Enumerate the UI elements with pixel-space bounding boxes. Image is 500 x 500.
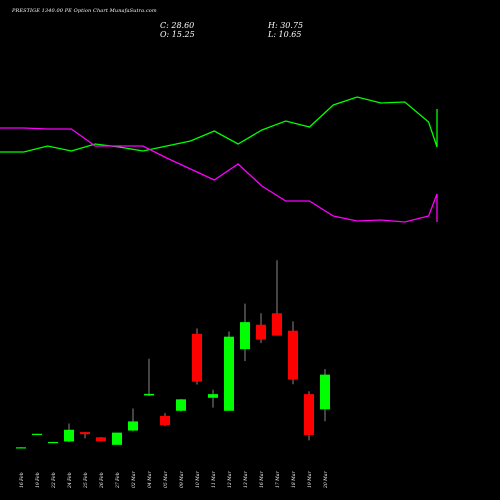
x-tick-label: 25 Feb <box>83 472 89 489</box>
close-value-label: C: 28.60 <box>160 21 195 30</box>
candle <box>176 399 186 412</box>
x-tick-label: 09 Mar <box>179 471 185 488</box>
x-tick-label: 04 Mar <box>147 471 153 488</box>
candle-body <box>192 333 202 382</box>
high-value-label: H: 30.75 <box>268 21 304 30</box>
x-tick-label: 17 Mar <box>275 471 281 488</box>
x-tick-label: 20 Mar <box>323 471 329 489</box>
x-tick-label: 10 Mar <box>195 471 201 488</box>
candle-body <box>128 421 138 431</box>
candle <box>208 389 218 408</box>
candle-body <box>272 313 282 336</box>
candle <box>240 303 250 362</box>
candle-body <box>224 336 234 411</box>
x-tick-label: 22 Feb <box>51 472 57 489</box>
candle-body <box>240 322 250 350</box>
overlay-line-1 <box>0 127 438 223</box>
candle <box>320 369 330 422</box>
x-tick-label: 24 Feb <box>67 472 73 489</box>
candle-body <box>288 330 298 380</box>
candle-body <box>144 393 154 396</box>
x-tick-label: 16 Mar <box>259 471 265 488</box>
candle-body <box>208 394 218 398</box>
x-tick-label: 11 Mar <box>211 471 217 488</box>
candle-body <box>256 324 266 340</box>
candle <box>256 313 266 344</box>
x-tick-label: 12 Mar <box>227 471 233 488</box>
candle-body <box>96 437 106 442</box>
overlay-line-0 <box>0 96 438 153</box>
candle-body <box>320 374 330 410</box>
candle <box>32 433 42 435</box>
candle <box>160 413 170 427</box>
x-tick-label: 27 Feb <box>115 472 121 489</box>
candle-body <box>16 447 26 449</box>
candle <box>224 331 234 411</box>
candle-body <box>48 441 58 444</box>
x-tick-label: 05 Mar <box>163 471 169 488</box>
low-value-label: L: 10.65 <box>268 30 302 39</box>
candle <box>64 423 74 443</box>
chart-title: PRESTIGE 1340.00 PE Option Chart MunafaS… <box>12 8 157 14</box>
x-tick-label: 02 Mar <box>131 471 137 488</box>
candle <box>48 441 58 444</box>
candle-body <box>112 432 122 445</box>
x-tick-label: 19 Mar <box>307 471 313 488</box>
candle-body <box>176 399 186 411</box>
x-tick-label: 13 Mar <box>243 471 249 488</box>
candle-body <box>32 433 42 435</box>
x-tick-label: 19 Feb <box>35 472 41 488</box>
candle <box>304 391 314 441</box>
candle-body <box>160 415 170 426</box>
candle <box>272 260 282 336</box>
x-tick-label: 16 Feb <box>19 472 25 488</box>
candle-body <box>64 429 74 442</box>
candle <box>112 432 122 445</box>
x-tick-label: 26 Feb <box>99 472 105 489</box>
candle-body <box>80 432 90 435</box>
candle <box>80 432 90 439</box>
candle <box>16 447 26 449</box>
candle <box>96 437 106 442</box>
candle <box>144 358 154 396</box>
candle <box>192 328 202 385</box>
candle <box>288 321 298 385</box>
open-value-label: O: 15.25 <box>160 30 195 39</box>
candle <box>128 408 138 432</box>
x-tick-label: 18 Mar <box>291 471 297 488</box>
candle-body <box>304 394 314 435</box>
